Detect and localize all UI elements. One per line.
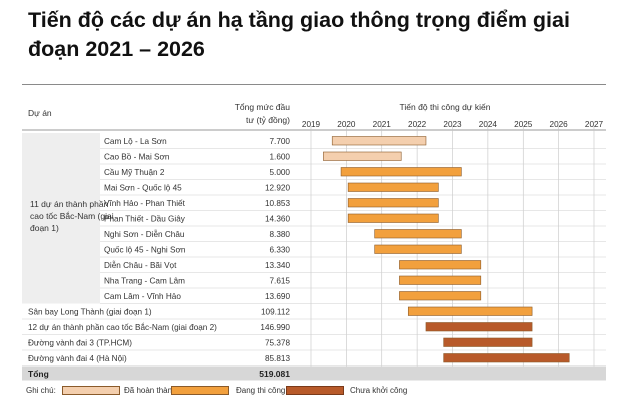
gantt-bar [323, 151, 402, 161]
header-project: Dự án [28, 108, 52, 118]
x-tick-label: 2023 [443, 120, 462, 129]
gantt-bar [374, 229, 462, 239]
gantt-bar [374, 244, 462, 254]
gantt-bar [347, 213, 439, 223]
gantt-bar [407, 306, 533, 316]
gantt-bar [399, 275, 482, 285]
x-tick-label: 2026 [550, 120, 569, 129]
gantt-bar [347, 182, 439, 192]
project-name: Quốc lộ 45 - Nghi Sơn [104, 245, 186, 254]
project-name: Mai Sơn - Quốc lộ 45 [104, 183, 182, 192]
project-capital: 5.000 [270, 168, 291, 177]
header-capital-line1: Tổng mức đầu [235, 102, 291, 112]
header-timeline: Tiến độ thi công dự kiến [400, 102, 491, 112]
gantt-bar [331, 136, 427, 146]
project-name: Diễn Châu - Bãi Vọt [104, 260, 177, 270]
gantt-bar [425, 322, 533, 332]
project-name: Vĩnh Hảo - Phan Thiết [104, 199, 186, 208]
x-tick-label: 2022 [408, 120, 427, 129]
project-capital: 7.615 [270, 276, 291, 285]
x-tick-label: 2025 [514, 120, 533, 129]
legend-text-not-started: Chưa khởi công [350, 386, 408, 395]
x-tick-label: 2021 [373, 120, 392, 129]
total-row-bg [22, 366, 606, 381]
project-name: Đường vành đai 3 (TP.HCM) [28, 338, 132, 347]
project-capital: 1.600 [270, 152, 291, 161]
project-name: Cam Lộ - La Sơn [104, 137, 167, 146]
total-label: Tổng [28, 369, 49, 379]
page-title: Tiến độ các dự án hạ tầng giao thông trọ… [28, 8, 570, 61]
project-capital: 14.360 [265, 214, 290, 223]
project-capital: 85.813 [265, 354, 290, 363]
project-name: Cao Bồ - Mai Sơn [104, 152, 170, 161]
project-capital: 12.920 [265, 183, 290, 192]
legend-swatch-in-progress [171, 386, 229, 395]
project-capital: 10.853 [265, 199, 290, 208]
project-name: Cầu Mỹ Thuận 2 [104, 168, 165, 177]
gantt-bar [340, 167, 462, 177]
legend-text-in-progress: Đang thi công [236, 386, 286, 395]
legend-label: Ghi chú: [26, 386, 56, 395]
project-capital: 146.990 [260, 323, 290, 332]
project-name: Cam Lâm - Vĩnh Hảo [104, 292, 181, 301]
project-capital: 109.112 [261, 307, 290, 316]
x-tick-label: 2019 [302, 120, 321, 129]
x-tick-label: 2027 [585, 120, 604, 129]
group-label-line1: 11 dự án thành phần [30, 199, 109, 209]
total-value: 519.081 [259, 369, 290, 379]
group-cell-bg [22, 133, 100, 304]
legend-text-completed: Đã hoàn thành [124, 386, 177, 395]
project-capital: 13.340 [265, 261, 290, 270]
header-capital-line2: tư (tỷ đồng) [246, 115, 290, 125]
project-capital: 8.380 [270, 230, 291, 239]
project-capital: 75.378 [265, 338, 290, 347]
legend-swatch-not-started [286, 386, 344, 395]
x-tick-label: 2020 [337, 120, 356, 129]
project-name: 12 dự án thành phần cao tốc Bắc-Nam (gia… [28, 322, 217, 332]
legend: Ghi chú: Đã hoàn thành Đang thi công Chư… [24, 384, 424, 400]
gantt-bar [443, 353, 570, 363]
gantt-bar [399, 260, 482, 270]
gantt-bar [399, 291, 482, 301]
project-name: Phan Thiết - Dầu Giây [104, 214, 186, 223]
project-capital: 13.690 [265, 292, 290, 301]
project-name: Đường vành đai 4 (Hà Nội) [28, 354, 127, 363]
group-label-line2: cao tốc Bắc-Nam (giai [30, 211, 114, 221]
title-divider [22, 84, 606, 85]
gantt-bar [443, 337, 533, 347]
project-name: Sân bay Long Thành (giai đoạn 1) [28, 307, 152, 316]
x-tick-label: 2024 [479, 120, 498, 129]
project-name: Nha Trang - Cam Lâm [104, 276, 185, 285]
legend-swatch-completed [62, 386, 120, 395]
project-name: Nghi Sơn - Diễn Châu [104, 229, 185, 239]
group-label-line3: đoạn 1) [30, 223, 59, 233]
gantt-bar [347, 198, 439, 208]
project-capital: 7.700 [270, 137, 291, 146]
project-capital: 6.330 [270, 245, 291, 254]
